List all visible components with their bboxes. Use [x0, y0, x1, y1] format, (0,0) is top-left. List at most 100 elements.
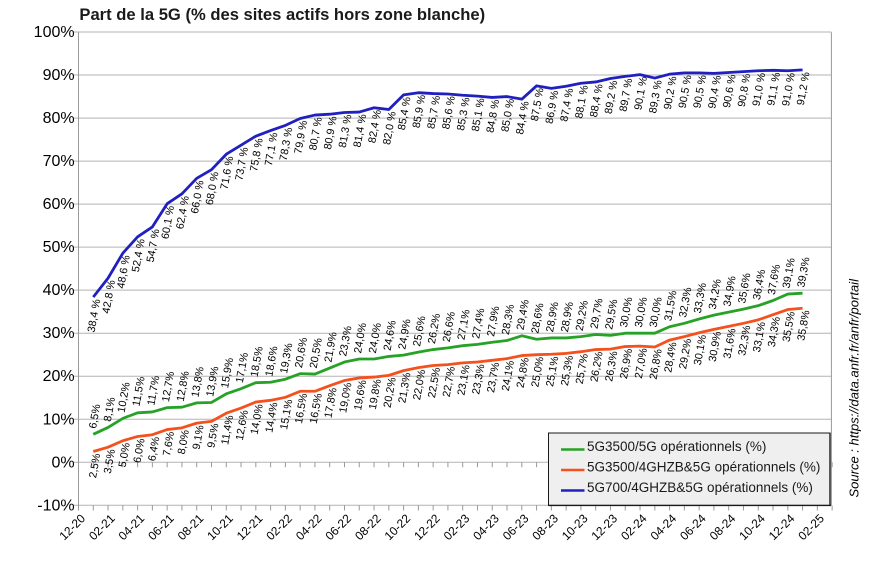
svg-text:77,1 %: 77,1 %	[263, 131, 281, 167]
svg-text:34,3%: 34,3%	[766, 315, 783, 348]
svg-text:30,1%: 30,1%	[692, 334, 709, 367]
svg-text:85,3 %: 85,3 %	[455, 96, 473, 132]
svg-text:18,5%: 18,5%	[249, 345, 266, 378]
svg-text:25,7%: 25,7%	[574, 352, 591, 385]
svg-text:85,6 %: 85,6 %	[440, 95, 458, 131]
svg-text:39,3%: 39,3%	[795, 256, 812, 289]
svg-text:28,6%: 28,6%	[529, 302, 546, 335]
svg-text:26,9%: 26,9%	[618, 347, 635, 380]
svg-text:91,0 %: 91,0 %	[751, 72, 769, 108]
svg-text:24,6%: 24,6%	[382, 319, 399, 352]
svg-text:60%: 60%	[43, 196, 75, 213]
svg-text:Source : https://data.anfr.fr/: Source : https://data.anfr.fr/anfr/porta…	[847, 278, 862, 498]
svg-text:15,1%: 15,1%	[278, 398, 295, 431]
svg-text:24,0%: 24,0%	[352, 322, 369, 355]
svg-text:84,4 %: 84,4 %	[514, 100, 532, 136]
svg-text:23,3%: 23,3%	[337, 325, 354, 358]
svg-text:24,8%: 24,8%	[515, 356, 532, 389]
svg-text:23,3%: 23,3%	[470, 363, 487, 396]
svg-text:5G3500/5G opérationnels (%): 5G3500/5G opérationnels (%)	[587, 439, 766, 454]
svg-text:12,7%: 12,7%	[160, 370, 177, 403]
svg-text:29,5%: 29,5%	[603, 298, 620, 331]
svg-text:20%: 20%	[43, 368, 75, 385]
svg-text:30,9%: 30,9%	[707, 330, 724, 363]
svg-text:16,5%: 16,5%	[308, 392, 325, 425]
svg-text:66,0 %: 66,0 %	[189, 179, 207, 215]
svg-text:28,3%: 28,3%	[500, 303, 517, 336]
svg-text:5,0%: 5,0%	[117, 442, 133, 469]
svg-text:11,7%: 11,7%	[145, 375, 162, 407]
svg-text:32,3%: 32,3%	[736, 324, 753, 357]
svg-text:6,4%: 6,4%	[146, 435, 162, 462]
svg-text:19,8%: 19,8%	[367, 378, 384, 411]
svg-text:3,5%: 3,5%	[102, 448, 118, 475]
svg-text:80%: 80%	[43, 110, 75, 127]
svg-text:21,9%: 21,9%	[323, 331, 340, 364]
svg-text:38,4 %: 38,4 %	[86, 298, 104, 334]
svg-text:39,1%: 39,1%	[781, 257, 798, 290]
svg-text:85,9 %: 85,9 %	[411, 93, 429, 129]
svg-text:26,2%: 26,2%	[589, 350, 606, 383]
svg-text:11,5%: 11,5%	[131, 375, 148, 407]
svg-text:17,1%: 17,1%	[234, 351, 251, 384]
svg-text:24,9%: 24,9%	[396, 318, 413, 351]
svg-text:48,6 %: 48,6 %	[115, 254, 133, 290]
svg-text:Part de la 5G (% des sites act: Part de la 5G (% des sites actifs hors z…	[79, 5, 485, 24]
svg-text:26,8%: 26,8%	[648, 348, 665, 381]
svg-text:40%: 40%	[43, 282, 75, 299]
svg-text:35,6%: 35,6%	[736, 272, 753, 305]
svg-text:27,4%: 27,4%	[470, 307, 487, 340]
svg-text:27,0%: 27,0%	[633, 347, 650, 380]
svg-text:20,6%: 20,6%	[293, 336, 310, 369]
svg-text:34,9%: 34,9%	[722, 275, 739, 308]
svg-text:9,5%: 9,5%	[205, 422, 221, 449]
svg-text:5G700/4GHZB&5G opérationnels (: 5G700/4GHZB&5G opérationnels (%)	[587, 480, 813, 495]
svg-text:-10%: -10%	[37, 497, 74, 514]
svg-text:85,7 %: 85,7 %	[425, 94, 443, 130]
svg-text:9,1%: 9,1%	[191, 424, 207, 451]
svg-text:89,2 %: 89,2 %	[603, 79, 621, 115]
svg-text:22,5%: 22,5%	[426, 366, 443, 399]
svg-text:90,6 %: 90,6 %	[721, 73, 739, 109]
svg-text:90,1 %: 90,1 %	[632, 75, 650, 111]
svg-text:10,2%: 10,2%	[116, 381, 133, 414]
svg-text:16,5%: 16,5%	[293, 392, 310, 425]
svg-text:79,9 %: 79,9 %	[292, 119, 310, 155]
svg-text:27,9%: 27,9%	[485, 305, 502, 338]
svg-text:42,8 %: 42,8 %	[100, 279, 118, 315]
svg-text:88,4 %: 88,4 %	[588, 83, 606, 119]
svg-text:6,0%: 6,0%	[131, 437, 147, 464]
svg-text:30,0%: 30,0%	[648, 296, 665, 329]
svg-text:28,9%: 28,9%	[559, 301, 576, 334]
svg-text:90,2 %: 90,2 %	[662, 75, 680, 111]
svg-text:26,2%: 26,2%	[426, 312, 443, 345]
svg-text:14,4%: 14,4%	[263, 401, 280, 434]
svg-text:100%: 100%	[34, 24, 75, 41]
svg-text:35,8%: 35,8%	[795, 309, 812, 342]
svg-text:29,2%: 29,2%	[677, 337, 694, 370]
svg-text:15,9%: 15,9%	[219, 356, 236, 389]
svg-text:87,4 %: 87,4 %	[558, 87, 576, 123]
svg-text:23,7%: 23,7%	[485, 361, 502, 394]
svg-text:90%: 90%	[43, 67, 75, 84]
svg-text:86,9 %: 86,9 %	[544, 89, 562, 125]
svg-text:75,8 %: 75,8 %	[248, 137, 266, 173]
svg-text:91,0 %: 91,0 %	[780, 72, 798, 108]
svg-text:27,1%: 27,1%	[456, 308, 473, 341]
svg-text:84,8 %: 84,8 %	[485, 98, 503, 134]
svg-text:31,6%: 31,6%	[722, 327, 739, 360]
svg-text:30%: 30%	[43, 325, 75, 342]
svg-text:80,7 %: 80,7 %	[307, 116, 325, 152]
svg-text:90,8 %: 90,8 %	[736, 72, 754, 108]
svg-text:71,6 %: 71,6 %	[219, 155, 237, 191]
svg-text:80,9 %: 80,9 %	[322, 115, 340, 151]
svg-text:8,1%: 8,1%	[102, 396, 118, 423]
svg-text:37,6%: 37,6%	[766, 263, 783, 296]
svg-text:13,8%: 13,8%	[190, 366, 207, 399]
svg-text:11,4%: 11,4%	[219, 414, 236, 446]
svg-text:25,0%: 25,0%	[529, 355, 546, 388]
svg-text:29,4%: 29,4%	[515, 298, 532, 331]
svg-text:8,0%: 8,0%	[176, 429, 192, 456]
svg-text:14,0%: 14,0%	[249, 403, 266, 436]
svg-text:20,2%: 20,2%	[382, 376, 399, 409]
